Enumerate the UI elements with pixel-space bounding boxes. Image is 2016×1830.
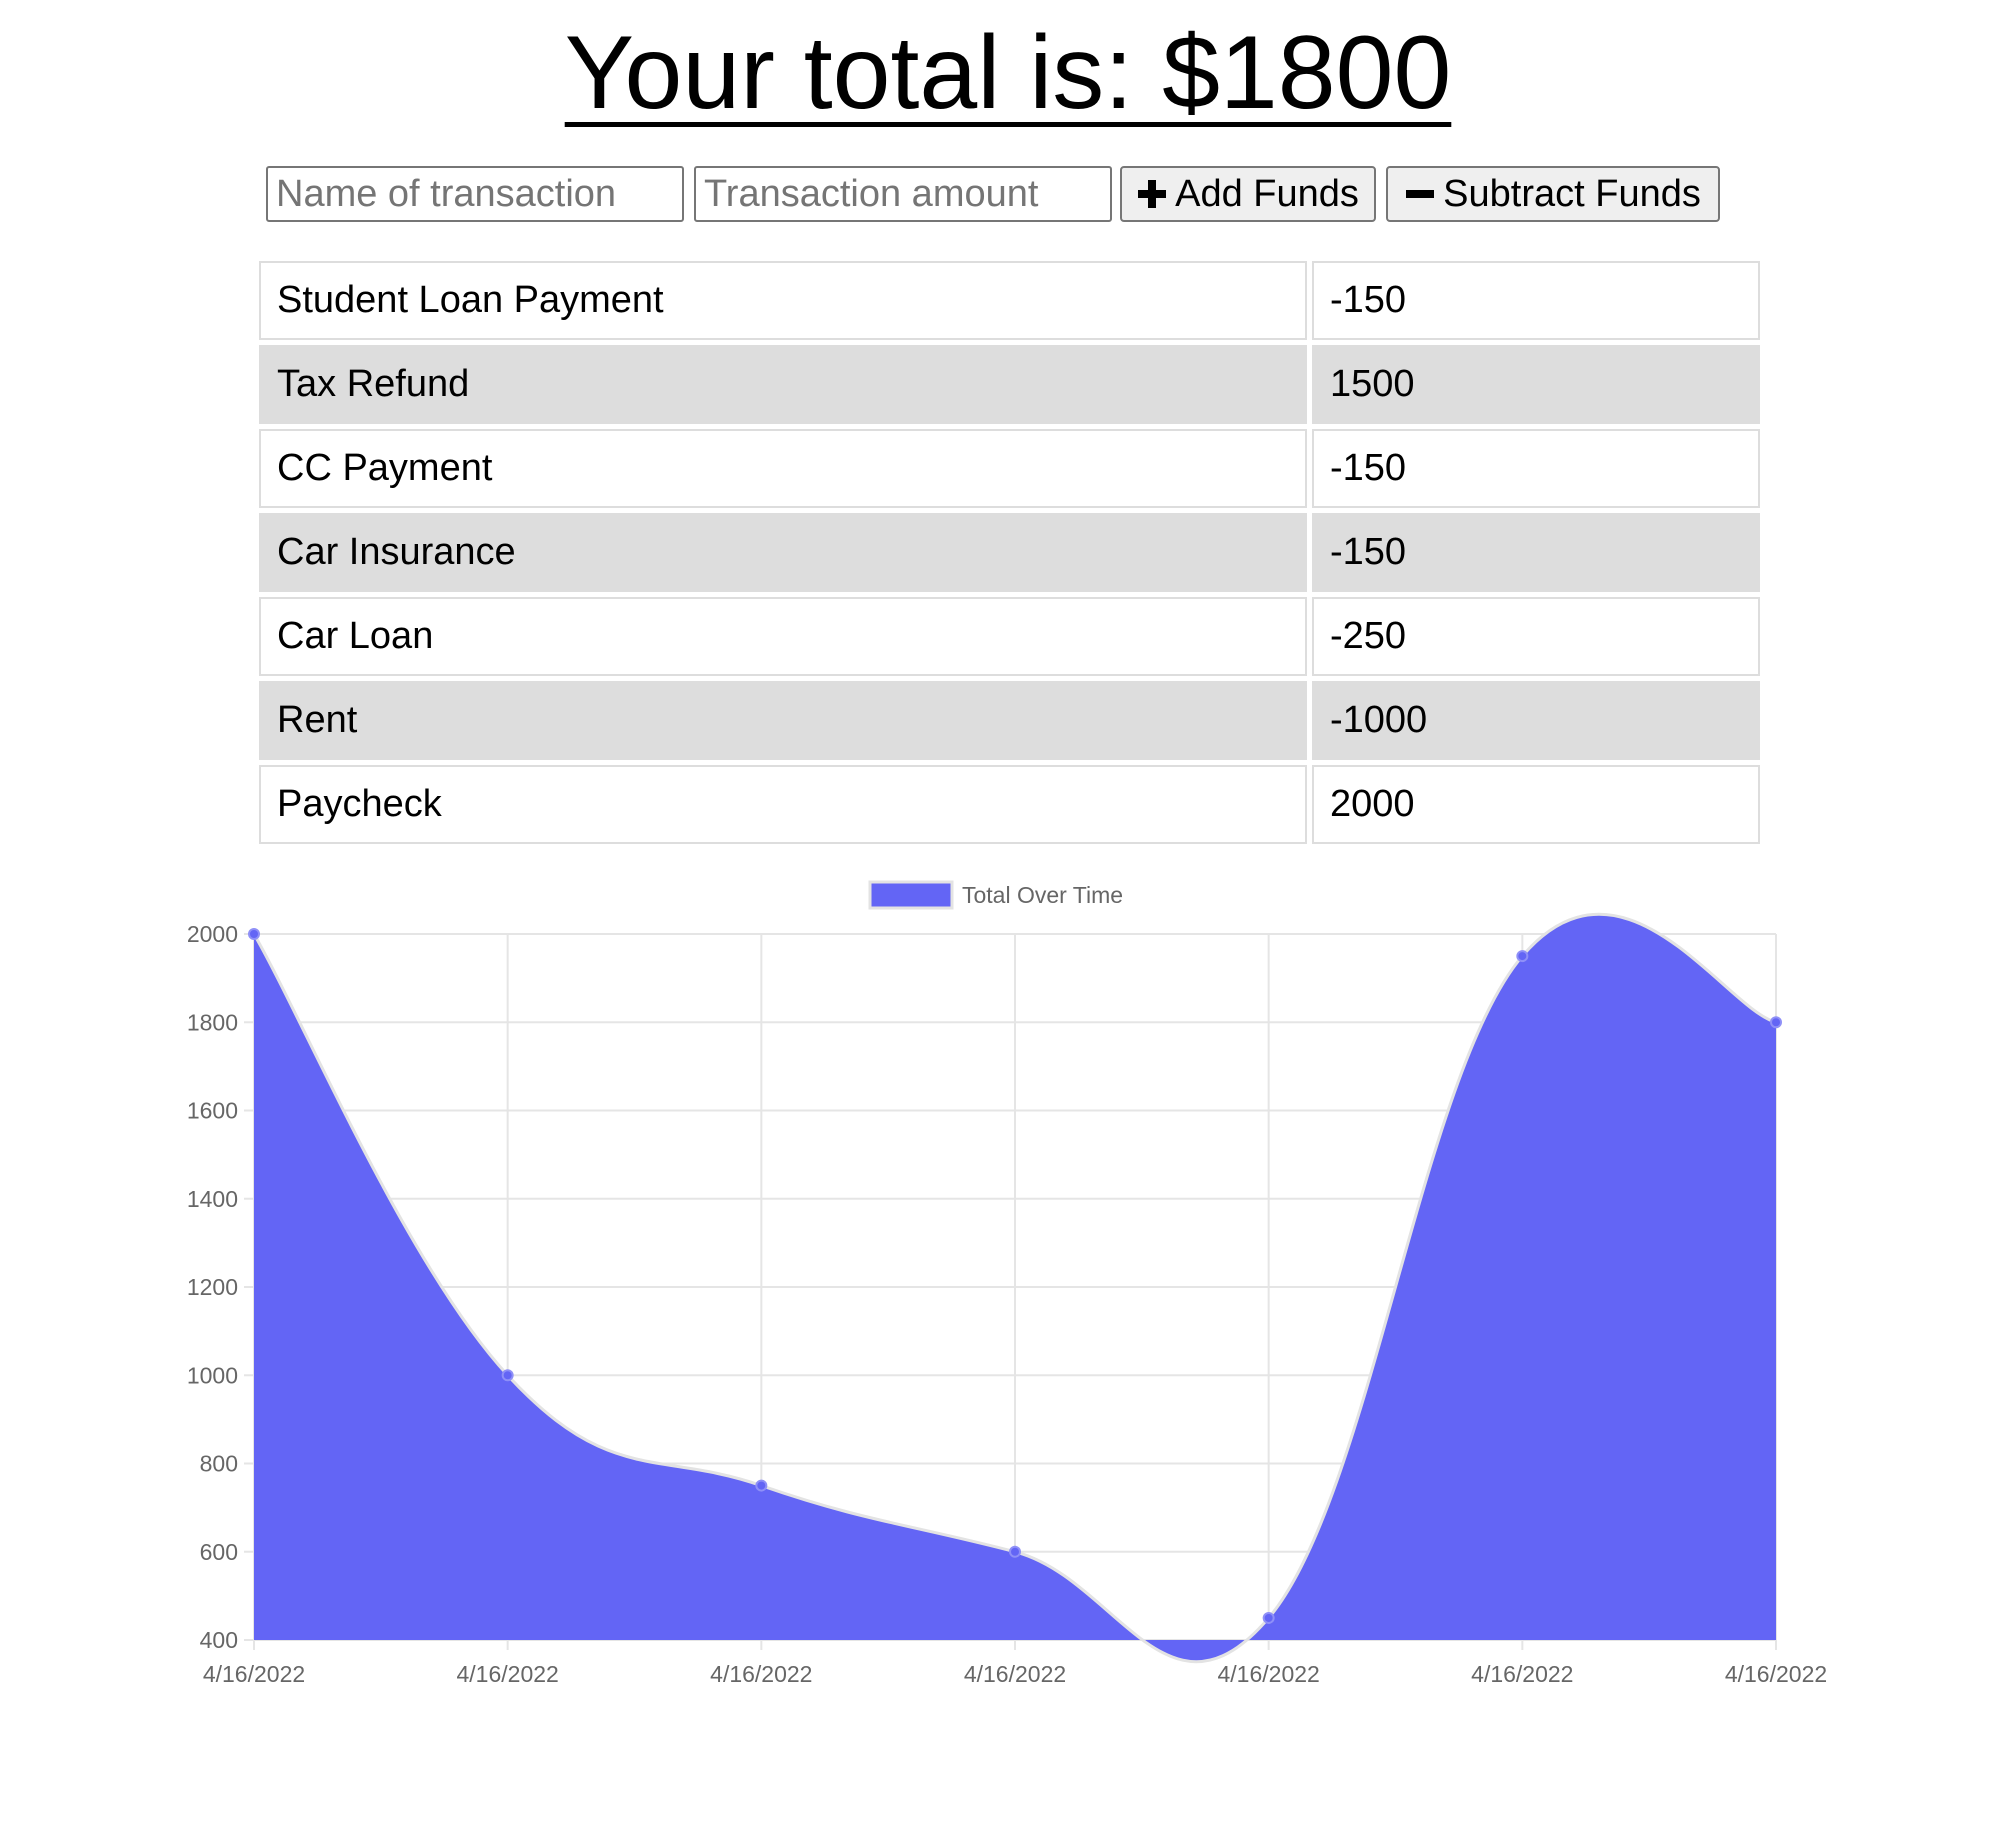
table-row: CC Payment -150 bbox=[259, 429, 1760, 508]
x-tick-label: 4/16/2022 bbox=[203, 1661, 305, 1687]
table-row: Rent -1000 bbox=[259, 681, 1760, 760]
transaction-name: Student Loan Payment bbox=[259, 261, 1307, 340]
data-point bbox=[1770, 1016, 1782, 1029]
transaction-amount: -250 bbox=[1312, 597, 1760, 676]
transaction-amount-input[interactable] bbox=[694, 166, 1112, 222]
transactions-table: Student Loan Payment -150 Tax Refund 150… bbox=[254, 256, 1765, 849]
y-tick-label: 800 bbox=[200, 1451, 238, 1477]
add-funds-label: Add Funds bbox=[1175, 172, 1359, 215]
series-area bbox=[254, 914, 1776, 1662]
data-point bbox=[755, 1479, 768, 1492]
transaction-amount: -150 bbox=[1312, 261, 1760, 340]
y-tick-label: 1800 bbox=[187, 1009, 238, 1035]
y-tick-label: 1000 bbox=[187, 1362, 238, 1388]
transaction-name: Paycheck bbox=[259, 765, 1307, 844]
table-row: Paycheck 2000 bbox=[259, 765, 1760, 844]
x-tick-label: 4/16/2022 bbox=[1725, 1661, 1827, 1687]
table-row: Car Loan -250 bbox=[259, 597, 1760, 676]
data-point bbox=[1009, 1545, 1021, 1558]
transaction-name: Car Loan bbox=[259, 597, 1307, 676]
y-tick-label: 2000 bbox=[187, 921, 238, 947]
transaction-amount: 1500 bbox=[1312, 345, 1760, 424]
y-tick-label: 400 bbox=[200, 1627, 238, 1653]
data-point bbox=[1262, 1611, 1275, 1624]
transaction-name: Tax Refund bbox=[259, 345, 1307, 424]
y-tick-label: 1600 bbox=[187, 1098, 238, 1124]
minus-icon bbox=[1405, 179, 1435, 209]
legend-label: Total Over Time bbox=[962, 882, 1123, 908]
x-tick-label: 4/16/2022 bbox=[1471, 1661, 1573, 1687]
plus-icon bbox=[1137, 179, 1167, 209]
add-funds-button[interactable]: Add Funds bbox=[1120, 166, 1376, 222]
y-tick-label: 1400 bbox=[187, 1186, 238, 1212]
data-point bbox=[1516, 950, 1529, 963]
y-tick-label: 1200 bbox=[187, 1274, 238, 1300]
y-tick-label: 600 bbox=[200, 1539, 238, 1565]
table-row: Car Insurance -150 bbox=[259, 513, 1760, 592]
x-tick-label: 4/16/2022 bbox=[964, 1661, 1066, 1687]
data-point bbox=[248, 928, 260, 940]
data-point bbox=[501, 1369, 514, 1382]
table-row: Student Loan Payment -150 bbox=[259, 261, 1760, 340]
transaction-name: Car Insurance bbox=[259, 513, 1307, 592]
transaction-name: CC Payment bbox=[259, 429, 1307, 508]
legend-swatch bbox=[868, 880, 954, 910]
transaction-amount: -150 bbox=[1312, 513, 1760, 592]
transaction-amount: -150 bbox=[1312, 429, 1760, 508]
subtract-funds-button[interactable]: Subtract Funds bbox=[1386, 166, 1720, 222]
table-row: Tax Refund 1500 bbox=[259, 345, 1760, 424]
transaction-name-input[interactable] bbox=[266, 166, 684, 222]
transaction-name: Rent bbox=[259, 681, 1307, 760]
x-tick-label: 4/16/2022 bbox=[710, 1661, 812, 1687]
transaction-amount: -1000 bbox=[1312, 681, 1760, 760]
total-heading: Your total is: $1800 bbox=[564, 15, 1452, 131]
x-tick-label: 4/16/2022 bbox=[457, 1661, 559, 1687]
subtract-funds-label: Subtract Funds bbox=[1443, 172, 1701, 215]
x-tick-label: 4/16/2022 bbox=[1218, 1661, 1320, 1687]
transaction-amount: 2000 bbox=[1312, 765, 1760, 844]
total-over-time-chart: 2000 1800 1600 1400 1200 1000 800 600 400 4/16/20… bbox=[187, 880, 1827, 1687]
